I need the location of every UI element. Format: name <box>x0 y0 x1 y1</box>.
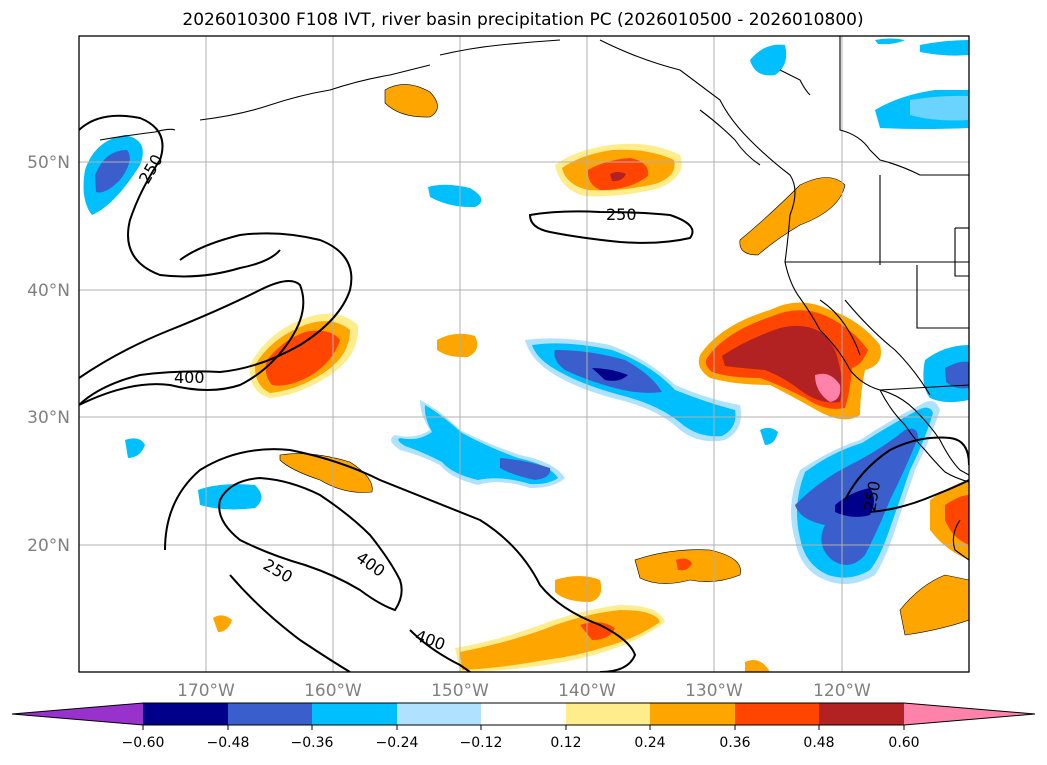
precip-blob-47n-negative <box>428 184 482 208</box>
precip-blob-25n-positive <box>279 453 373 493</box>
colorbar-segment <box>312 703 397 725</box>
coastlines <box>99 36 969 561</box>
colorbar: −0.60 −0.48 −0.36 −0.24 −0.12 0.12 0.24 … <box>11 702 1036 751</box>
colorbar-tick-label: −0.24 <box>376 735 419 751</box>
colorbar-tick-label: −0.60 <box>122 735 165 751</box>
lat-label: 30°N <box>27 408 70 428</box>
lon-label: 160°W <box>304 681 362 701</box>
ivt-contours <box>79 114 969 672</box>
colorbar-tick-label: −0.36 <box>291 735 334 751</box>
colorbar-tick-label: 0.48 <box>803 735 834 751</box>
lon-label: 150°W <box>431 681 489 701</box>
lat-labels: 50°N 40°N 30°N 20°N <box>27 153 70 556</box>
colorbar-segment <box>735 703 819 725</box>
map-frame <box>78 35 970 673</box>
colorbar-segment <box>397 703 481 725</box>
precip-blob-california-positive <box>698 302 881 420</box>
graticule <box>79 36 969 672</box>
lon-label: 130°W <box>685 681 743 701</box>
precip-blob-35n-positive <box>249 313 359 398</box>
precip-blob-oregon-positive <box>739 177 846 256</box>
precip-blob-16n-positive <box>555 576 602 602</box>
lon-label: 120°W <box>813 681 871 701</box>
colorbar-segment <box>228 703 312 725</box>
precip-blob-se-positive <box>899 574 969 636</box>
lat-label: 50°N <box>27 153 70 173</box>
precip-blob-28n-negative <box>391 400 565 488</box>
colorbar-segment <box>650 703 735 725</box>
colorbar-segment <box>566 703 650 725</box>
colorbar-extend-max <box>904 703 1035 725</box>
figure-title: 2026010300 F108 IVT, river basin precipi… <box>182 10 863 30</box>
colorbar-tick-label: 0.60 <box>888 735 919 751</box>
lon-label: 170°W <box>177 681 235 701</box>
contour-label: 250 <box>606 205 637 224</box>
precip-blob-36n-positive <box>437 333 478 358</box>
precip-blob-nw-negative <box>83 135 143 215</box>
contour-label: 400 <box>174 368 205 387</box>
lon-labels: 170°W 160°W 150°W 140°W 130°W 120°W <box>177 681 871 701</box>
lat-label: 20°N <box>27 536 70 556</box>
colorbar-segment <box>481 703 566 725</box>
precip-blob-34n-negative <box>525 338 741 442</box>
precip-blob-25n-negative <box>198 484 262 510</box>
colorbar-tick-label: 0.24 <box>634 735 665 751</box>
precip-blob-north-positive <box>384 84 438 118</box>
lat-label: 40°N <box>27 281 70 301</box>
precip-blob-small-negative <box>760 427 778 445</box>
colorbar-tick-label: −0.12 <box>460 735 503 751</box>
precip-blob-west-negative <box>125 438 145 458</box>
precip-blob-south-positive <box>455 605 665 672</box>
precip-shading <box>83 38 969 672</box>
precip-blob-ne-negative <box>750 44 787 76</box>
colorbar-segment <box>819 703 904 725</box>
map-area: 250 250 400 400 250 400 250 <box>79 36 969 672</box>
colorbar-tick-label: 0.12 <box>550 735 581 751</box>
precip-blob-baja-negative <box>791 401 940 584</box>
colorbar-tick-label: 0.36 <box>719 735 750 751</box>
colorbar-tick-label: −0.48 <box>207 735 250 751</box>
colorbar-segment <box>143 703 228 725</box>
colorbar-extend-min <box>12 703 143 725</box>
lon-label: 140°W <box>558 681 616 701</box>
